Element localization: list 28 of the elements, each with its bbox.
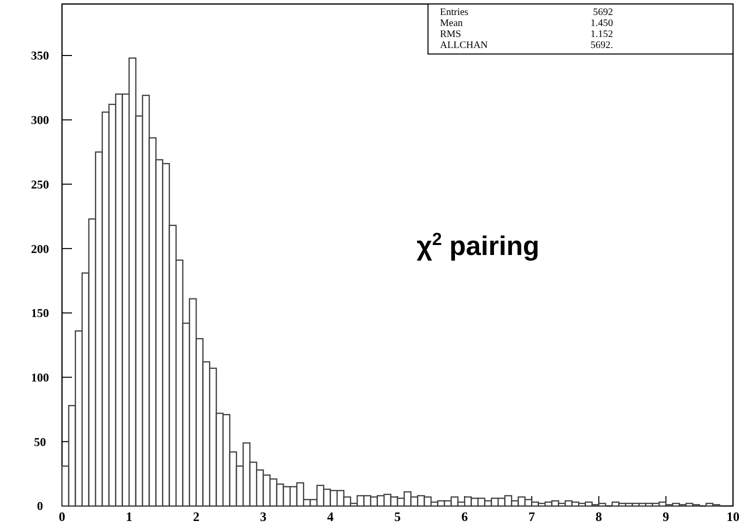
annotation: ALLCHAN bbox=[440, 40, 488, 51]
annotation: Entries bbox=[440, 7, 468, 18]
annotation: Mean bbox=[440, 18, 463, 29]
x-tick-label: 3 bbox=[260, 509, 268, 524]
x-tick-label: 5 bbox=[394, 509, 402, 524]
y-tick-label: 50 bbox=[34, 434, 46, 449]
x-tick-label: 7 bbox=[528, 509, 536, 524]
x-tick-label: 9 bbox=[662, 509, 670, 524]
annotation: RMS bbox=[440, 29, 462, 40]
y-tick-label: 0 bbox=[37, 499, 43, 514]
x-tick-label: 4 bbox=[327, 509, 334, 524]
annotation: 5692. bbox=[590, 40, 613, 51]
annotation: 5692 bbox=[593, 7, 613, 18]
y-tick-label: 100 bbox=[31, 370, 49, 384]
annotation: 1.152 bbox=[590, 29, 613, 40]
annotation: χ$^{2}$ pairing bbox=[416, 229, 540, 261]
annotation: 1.450 bbox=[590, 18, 613, 29]
y-tick-label: 250 bbox=[31, 177, 49, 192]
y-tick-label: 200 bbox=[31, 242, 49, 256]
x-tick-label: 6 bbox=[461, 509, 468, 524]
x-tick-label: 0 bbox=[58, 509, 66, 524]
y-tick-label: 150 bbox=[31, 306, 49, 320]
y-tick-label: 350 bbox=[31, 48, 49, 63]
y-tick-label: 300 bbox=[31, 113, 49, 128]
x-tick-label: 8 bbox=[596, 509, 603, 524]
x-tick-label: 1 bbox=[126, 509, 132, 524]
x-tick-label: 2 bbox=[192, 509, 200, 524]
x-tick-label: 10 bbox=[726, 509, 740, 524]
